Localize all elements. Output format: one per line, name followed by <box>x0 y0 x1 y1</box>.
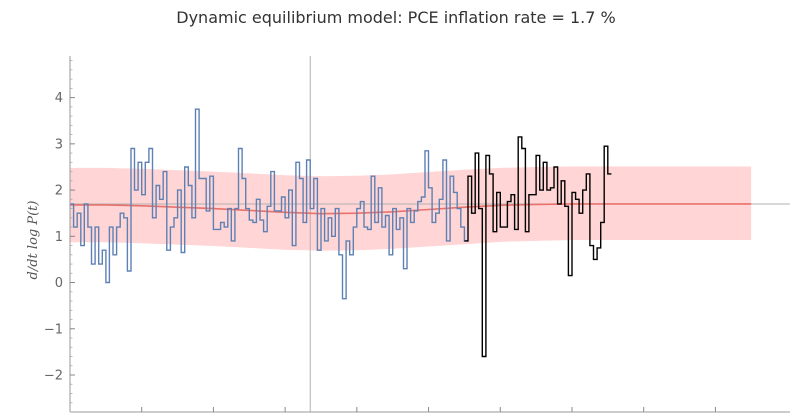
y-tick-label: −2 <box>44 369 63 384</box>
y-tick-label: 2 <box>55 184 63 199</box>
y-tick-label: −1 <box>44 322 63 337</box>
axes-layer: −2 −1 0 1 2 3 4 <box>44 56 790 413</box>
y-tick-label: 4 <box>55 91 63 106</box>
y-axis-label: d/dt log P(t) <box>26 201 41 280</box>
history-series-line <box>70 108 468 300</box>
y-tick-label: 3 <box>55 137 63 152</box>
data-series-layer <box>70 108 612 358</box>
chart-title: Dynamic equilibrium model: PCE inflation… <box>176 8 616 27</box>
recent-series-line <box>464 136 612 358</box>
y-tick-label: 0 <box>55 276 63 291</box>
y-tick-label: 1 <box>55 230 63 245</box>
